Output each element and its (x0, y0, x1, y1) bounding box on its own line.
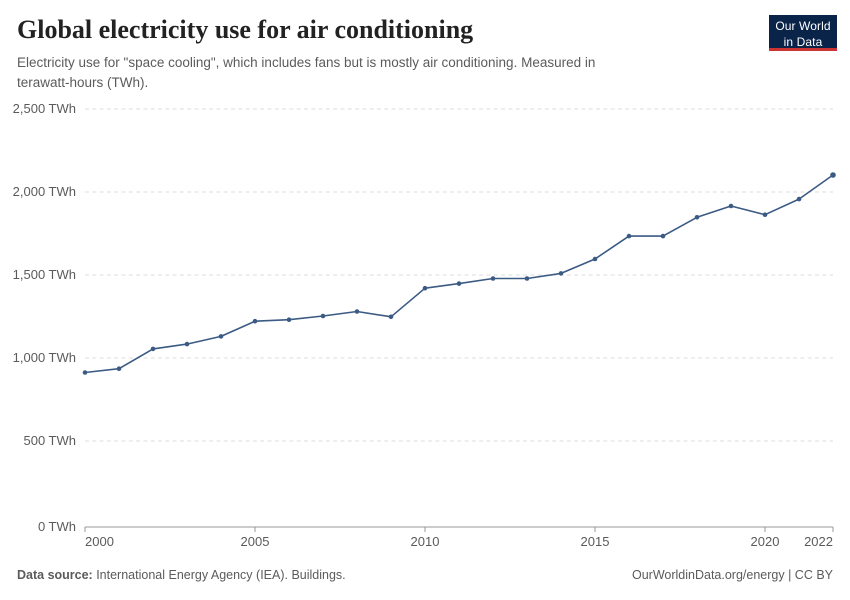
svg-text:2010: 2010 (411, 534, 440, 549)
svg-text:2005: 2005 (241, 534, 270, 549)
svg-text:2,500 TWh: 2,500 TWh (13, 101, 76, 116)
svg-text:500 TWh: 500 TWh (23, 433, 76, 448)
svg-text:2015: 2015 (581, 534, 610, 549)
svg-text:2000: 2000 (85, 534, 114, 549)
svg-text:2022: 2022 (804, 534, 833, 549)
svg-text:2,000 TWh: 2,000 TWh (13, 184, 76, 199)
svg-text:1,500 TWh: 1,500 TWh (13, 267, 76, 282)
svg-text:0 TWh: 0 TWh (38, 519, 76, 534)
svg-text:1,000 TWh: 1,000 TWh (13, 350, 76, 365)
svg-text:2020: 2020 (751, 534, 780, 549)
